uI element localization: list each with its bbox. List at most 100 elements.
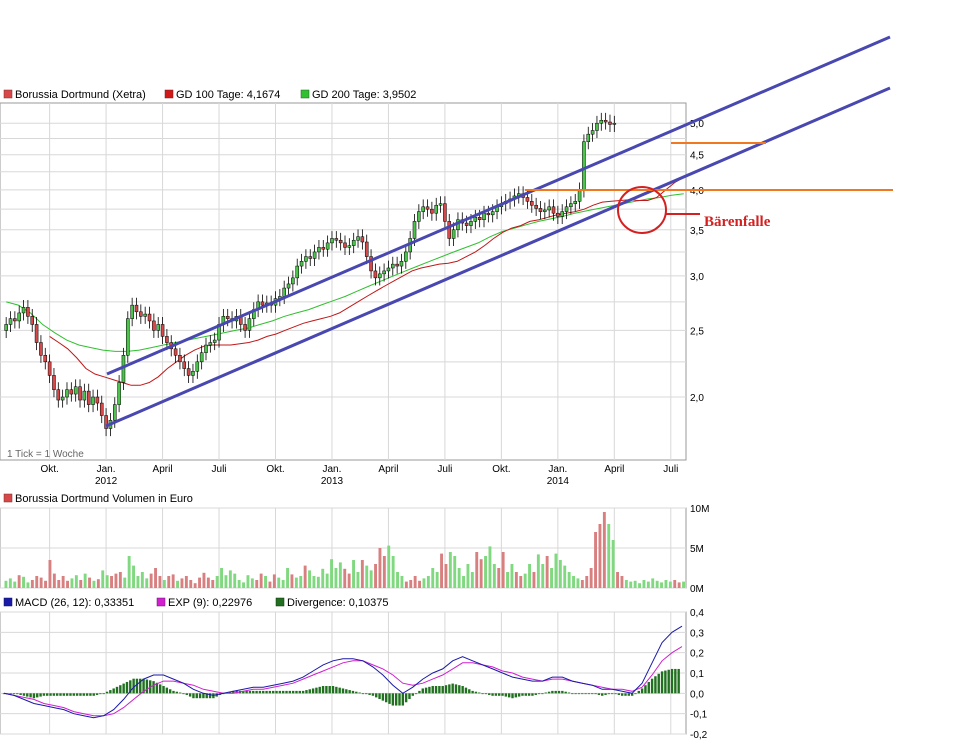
divergence-bar [381, 693, 385, 701]
candle-body [417, 211, 421, 222]
divergence-bar [328, 686, 331, 694]
divergence-bar [228, 691, 232, 694]
legend-gd200-swatch [300, 89, 310, 99]
divergence-bar [414, 693, 418, 695]
volume-bar [250, 578, 254, 588]
divergence-bar [112, 688, 115, 694]
divergence-bar [49, 693, 52, 696]
candle-body [86, 390, 91, 405]
candle-body [330, 238, 334, 244]
divergence-bar [305, 690, 308, 694]
price-y-tick-label: 4,5 [690, 151, 704, 162]
volume-bar [435, 572, 439, 588]
volume-bar [567, 572, 571, 588]
divergence-bar [185, 693, 188, 695]
macd-y-tick-label: 0,3 [690, 628, 704, 639]
candle-body [490, 211, 495, 216]
candle-body [525, 197, 530, 202]
divergence-bar [527, 693, 531, 696]
price-x-tick-label: Okt. [266, 464, 284, 475]
divergence-bar [85, 693, 89, 696]
legend-divergence-swatch [275, 597, 285, 607]
divergence-bar [554, 690, 557, 694]
divergence-bar [202, 693, 205, 699]
divergence-bar [564, 691, 567, 694]
volume-bar [202, 572, 206, 588]
divergence-bar [507, 693, 511, 698]
candle-body [204, 344, 208, 353]
divergence-bar [428, 686, 431, 694]
divergence-bar [321, 686, 325, 694]
divergence-bar [39, 693, 42, 697]
candle-body [421, 206, 425, 212]
divergence-bar [285, 690, 288, 694]
candle-body [430, 208, 434, 214]
price-y-tick-label: 5,0 [690, 119, 704, 130]
volume-bar [360, 560, 364, 588]
volume-bar [616, 572, 619, 588]
candle-body [530, 201, 534, 206]
candle-body [595, 122, 599, 131]
volume-bar [475, 552, 479, 588]
divergence-bar [670, 668, 674, 694]
volume-bar [444, 564, 448, 588]
divergence-bar [448, 684, 451, 694]
volume-bar [193, 583, 197, 588]
volume-bar [682, 581, 685, 588]
volume-bar [655, 580, 659, 588]
divergence-bar [172, 690, 175, 694]
candle-body [386, 267, 391, 272]
candle-body [247, 318, 252, 331]
channel-upper-line [106, 35, 891, 376]
volume-bar [211, 580, 215, 588]
legend-gd100-swatch [164, 89, 174, 99]
candle-body [173, 348, 178, 356]
candle-body [377, 273, 382, 279]
candle-body [395, 263, 399, 267]
candle-body [443, 203, 447, 222]
candle-body [78, 386, 82, 401]
candlesticks [4, 112, 617, 437]
volume-bar [180, 578, 184, 588]
volume-bar [118, 572, 122, 588]
candle-body [364, 241, 369, 257]
candle-body [212, 339, 217, 343]
divergence-bar [26, 693, 29, 697]
divergence-bar [557, 690, 561, 694]
volume-bar [378, 548, 382, 588]
divergence-bar [458, 685, 461, 694]
divergence-bar [152, 681, 155, 694]
volume-bar [462, 576, 465, 588]
volume-bar [233, 573, 237, 588]
candle-body [317, 247, 321, 253]
candle-body [126, 318, 130, 356]
divergence-bar [488, 693, 491, 695]
divergence-bar [351, 690, 355, 694]
price-x-tick-label: April [604, 464, 624, 475]
candle-body [43, 355, 48, 363]
volume-bar [83, 573, 87, 588]
volume-bar [110, 576, 113, 588]
volume-panel: Borussia Dortmund Volumen in Euro 10M 5M 0… [0, 493, 709, 595]
candle-body [117, 382, 121, 405]
divergence-bar [72, 693, 75, 696]
divergence-bar [122, 683, 125, 694]
divergence-bar [537, 693, 541, 695]
volume-bar [330, 559, 333, 588]
volume-bar [259, 573, 263, 588]
exp-line [3, 646, 683, 717]
candle-body [34, 324, 39, 343]
candle-body [147, 313, 152, 322]
divergence-bar [69, 693, 72, 696]
divergence-bar [577, 693, 581, 695]
divergence-bar [584, 693, 587, 695]
divergence-bar [145, 679, 149, 694]
candle-body [569, 203, 573, 208]
volume-bar [576, 578, 580, 588]
legend-macd-swatch [3, 597, 13, 607]
volume-bar [453, 556, 457, 588]
candle-body [60, 396, 65, 401]
divergence-bar [345, 689, 348, 694]
candle-body [543, 209, 547, 212]
